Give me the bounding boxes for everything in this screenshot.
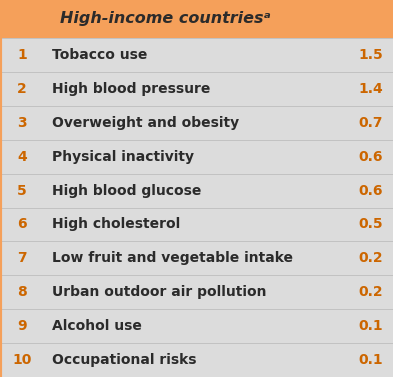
- Bar: [0, 343, 393, 377]
- Text: High blood glucose: High blood glucose: [52, 184, 201, 198]
- Bar: [0, 173, 393, 207]
- Text: 1.5: 1.5: [358, 48, 383, 62]
- Text: Physical inactivity: Physical inactivity: [52, 150, 194, 164]
- Bar: [0, 72, 393, 106]
- Text: 0.2: 0.2: [358, 285, 383, 299]
- Text: 9: 9: [17, 319, 27, 333]
- Bar: [0, 241, 393, 275]
- Bar: [0, 275, 393, 309]
- Text: 0.2: 0.2: [358, 251, 383, 265]
- Text: High-income countriesᵃ: High-income countriesᵃ: [60, 12, 271, 26]
- Text: 10: 10: [12, 353, 32, 367]
- Text: 1.4: 1.4: [358, 82, 383, 96]
- Bar: [0, 207, 393, 241]
- Text: Urban outdoor air pollution: Urban outdoor air pollution: [52, 285, 266, 299]
- Bar: [0, 140, 393, 173]
- Text: 0.1: 0.1: [358, 319, 383, 333]
- Text: 0.1: 0.1: [358, 353, 383, 367]
- Text: 0.6: 0.6: [358, 150, 383, 164]
- Text: Overweight and obesity: Overweight and obesity: [52, 116, 239, 130]
- Bar: [0, 0, 393, 38]
- Text: 7: 7: [17, 251, 27, 265]
- Text: 4: 4: [17, 150, 27, 164]
- Text: 2: 2: [17, 82, 27, 96]
- Text: Alcohol use: Alcohol use: [52, 319, 142, 333]
- Text: 0.6: 0.6: [358, 184, 383, 198]
- Text: 5: 5: [17, 184, 27, 198]
- Text: High blood pressure: High blood pressure: [52, 82, 210, 96]
- Bar: [0, 309, 393, 343]
- Text: Occupational risks: Occupational risks: [52, 353, 196, 367]
- Bar: [0, 106, 393, 140]
- Text: 6: 6: [17, 218, 27, 231]
- Text: 1: 1: [17, 48, 27, 62]
- Text: 0.7: 0.7: [358, 116, 383, 130]
- Text: 3: 3: [17, 116, 27, 130]
- Text: Tobacco use: Tobacco use: [52, 48, 147, 62]
- Text: Low fruit and vegetable intake: Low fruit and vegetable intake: [52, 251, 293, 265]
- Text: 8: 8: [17, 285, 27, 299]
- Bar: [0, 38, 393, 72]
- Text: 0.5: 0.5: [358, 218, 383, 231]
- Text: High cholesterol: High cholesterol: [52, 218, 180, 231]
